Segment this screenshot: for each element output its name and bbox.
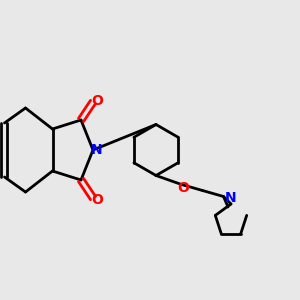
Text: N: N — [225, 191, 237, 205]
Text: O: O — [92, 193, 104, 206]
Text: O: O — [92, 94, 104, 107]
Text: N: N — [91, 143, 102, 157]
Text: O: O — [177, 181, 189, 195]
